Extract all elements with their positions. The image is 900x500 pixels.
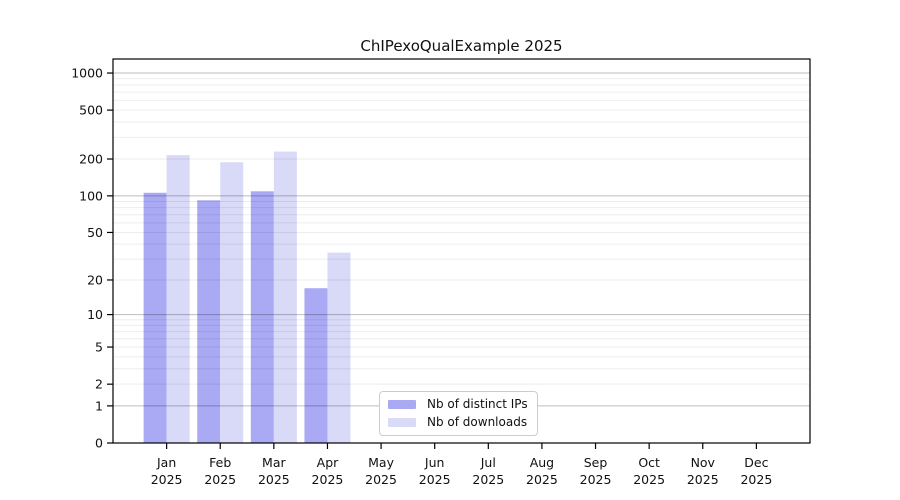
legend-label-downloads: Nb of downloads bbox=[427, 415, 528, 429]
bar-mar-distinct-ips bbox=[250, 191, 274, 443]
x-tick-label-year: 2025 bbox=[472, 472, 504, 487]
y-tick-label: 1 bbox=[95, 398, 103, 413]
legend-item-distinct-ips: Nb of distinct IPs bbox=[388, 398, 528, 411]
x-tick-label-month: Jul bbox=[480, 455, 496, 470]
x-tick-label-month: Nov bbox=[691, 455, 716, 470]
y-tick-label: 2 bbox=[95, 377, 103, 392]
x-tick-label-month: Mar bbox=[262, 455, 286, 470]
axes-spines bbox=[112, 58, 811, 444]
bar-jan-downloads bbox=[166, 155, 190, 443]
legend-swatch-distinct-ips bbox=[388, 400, 416, 409]
legend-item-downloads: Nb of downloads bbox=[388, 416, 528, 429]
y-tick-label: 500 bbox=[79, 103, 103, 118]
legend-swatch-downloads bbox=[388, 418, 416, 427]
y-tick-label: 10 bbox=[87, 307, 103, 322]
x-tick-label-month: Dec bbox=[744, 455, 768, 470]
y-tick-label: 5 bbox=[95, 340, 103, 355]
bar-jan-distinct-ips bbox=[143, 192, 167, 443]
x-tick-label-month: Jun bbox=[424, 455, 445, 470]
x-tick-label-month: Sep bbox=[584, 455, 608, 470]
y-tick-label: 20 bbox=[87, 272, 103, 287]
x-tick-label-month: Apr bbox=[317, 455, 339, 470]
bar-apr-downloads bbox=[327, 252, 351, 443]
x-tick-label-month: Oct bbox=[638, 455, 660, 470]
x-tick-label-month: Feb bbox=[209, 455, 231, 470]
x-tick-label-year: 2025 bbox=[258, 472, 290, 487]
x-tick-label-year: 2025 bbox=[633, 472, 665, 487]
x-tick-label-month: May bbox=[368, 455, 394, 470]
y-tick-label: 200 bbox=[79, 152, 103, 167]
x-tick-label-year: 2025 bbox=[580, 472, 612, 487]
x-tick-label-year: 2025 bbox=[526, 472, 558, 487]
x-tick-label-year: 2025 bbox=[687, 472, 719, 487]
x-tick-label-year: 2025 bbox=[312, 472, 344, 487]
legend-label-distinct-ips: Nb of distinct IPs bbox=[427, 397, 528, 411]
bar-mar-downloads bbox=[273, 151, 297, 443]
chart-title: ChIPexoQualExample 2025 bbox=[360, 37, 563, 55]
bar-feb-downloads bbox=[220, 162, 244, 443]
x-tick-label-year: 2025 bbox=[365, 472, 397, 487]
y-tick-label: 0 bbox=[95, 436, 103, 451]
y-tick-label: 50 bbox=[87, 225, 103, 240]
y-tick-label: 1000 bbox=[71, 66, 103, 81]
x-tick-label-year: 2025 bbox=[740, 472, 772, 487]
legend: Nb of distinct IPs Nb of downloads bbox=[379, 391, 538, 436]
x-tick-label-year: 2025 bbox=[419, 472, 451, 487]
bar-feb-distinct-ips bbox=[197, 200, 221, 443]
x-tick-label-month: Aug bbox=[530, 455, 554, 470]
x-tick-label-month: Jan bbox=[156, 455, 176, 470]
y-tick-label: 100 bbox=[79, 188, 103, 203]
bar-apr-distinct-ips bbox=[304, 288, 328, 443]
x-tick-label-year: 2025 bbox=[151, 472, 183, 487]
x-tick-label-year: 2025 bbox=[204, 472, 236, 487]
